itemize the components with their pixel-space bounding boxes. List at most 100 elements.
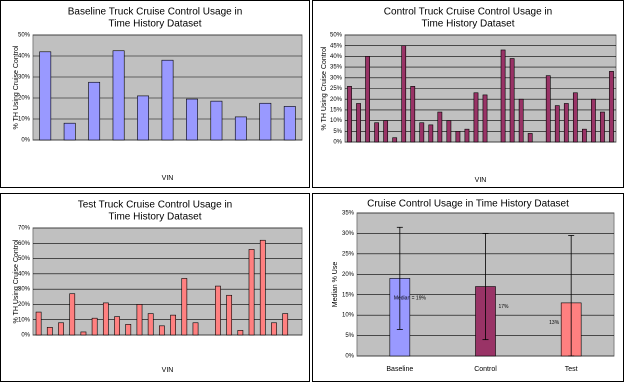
bar [527,133,533,143]
bar [237,330,244,336]
x-axis-label: VIN [475,177,487,184]
y-tick-label: 45% [330,43,343,49]
chart-title: Control Truck Cruise Control Usage in [384,7,552,18]
bar [600,111,605,143]
y-tick-label: 35% [330,65,343,71]
bar [356,103,361,143]
chart-title: Baseline Truck Cruise Control Usage in [68,7,243,18]
bar [572,92,578,143]
bar [591,98,596,143]
bar [91,317,98,336]
data-label: 13% [549,320,560,326]
y-tick-label: 25% [330,86,343,92]
x-tick-label: Test [565,366,578,373]
y-tick-label: 10% [18,117,31,123]
y-tick-label: 15% [330,107,343,113]
bar [283,106,296,141]
y-tick-label: 0% [333,140,342,146]
bar [410,86,416,143]
bar [46,327,53,336]
bar [112,50,125,141]
bar [259,239,266,336]
y-tick-label: 0% [345,354,354,360]
y-tick-label: 50% [18,256,31,262]
y-axis-label: Median % Use [332,262,339,308]
bar [161,59,174,141]
bar [58,322,64,336]
y-tick-label: 50% [330,33,343,39]
bar [582,128,587,143]
bar [114,316,120,336]
x-tick-label: Control [474,366,497,373]
chart-title: Time History Dataset [109,19,202,30]
bar [159,325,165,336]
chart-title: Time History Dataset [422,19,515,30]
y-axis-label: % TH Using Cruise Control [321,46,328,130]
bar [500,49,506,143]
bar [102,302,109,336]
bar [147,313,154,336]
y-tick-label: 40% [18,271,31,277]
y-tick-label: 20% [18,96,31,102]
bar [347,86,352,143]
bar [39,51,52,141]
bar [170,314,176,336]
bar [234,116,247,141]
bar [248,249,255,336]
y-tick-label: 30% [18,75,31,81]
bar [374,122,379,143]
y-tick-label: 30% [342,231,355,237]
y-tick-label: 40% [18,54,31,60]
bar [428,124,434,143]
y-tick-label: 10% [342,313,355,319]
bar [609,71,614,143]
bar [392,137,398,143]
bar [80,331,87,336]
bar [192,322,199,336]
bar [437,111,443,143]
bar [464,128,470,143]
chart-title: Test Truck Cruise Control Usage in [78,200,233,211]
bar [259,102,272,141]
bar [563,103,569,143]
y-tick-label: 70% [18,226,31,232]
bar [509,58,515,143]
bar [518,98,524,143]
y-tick-label: 35% [342,211,355,217]
bar [401,45,407,143]
y-tick-label: 0% [21,138,30,144]
bar [482,94,488,143]
bar [446,120,452,143]
bar [226,294,233,336]
y-tick-label: 5% [345,333,354,339]
y-tick-label: 20% [18,302,31,308]
y-tick-label: 50% [18,33,31,39]
y-tick-label: 40% [330,54,343,60]
y-tick-label: 0% [21,333,30,339]
bar [125,323,132,336]
y-tick-label: 10% [330,118,343,124]
bar [63,122,76,141]
chart-title: Time History Dataset [109,212,202,223]
bar [554,105,560,143]
bar [419,122,425,143]
y-tick-label: 15% [342,292,355,298]
data-label: Median = 19% [394,296,427,302]
bar [383,120,389,143]
y-tick-label: 30% [18,287,31,293]
bar [136,304,143,336]
bar [473,92,479,143]
bar [181,278,188,336]
y-axis-label: % TH Using Cruise Control [13,239,20,323]
y-tick-label: 10% [18,317,31,323]
bar [545,75,551,143]
x-axis-label: VIN [162,367,174,374]
y-axis-label: % TH Using Cruise Control [13,45,20,129]
bar [35,311,42,336]
y-tick-label: 5% [333,129,342,135]
bar [137,95,149,141]
bar [271,322,277,336]
bar [455,131,461,143]
y-tick-label: 20% [342,272,355,278]
